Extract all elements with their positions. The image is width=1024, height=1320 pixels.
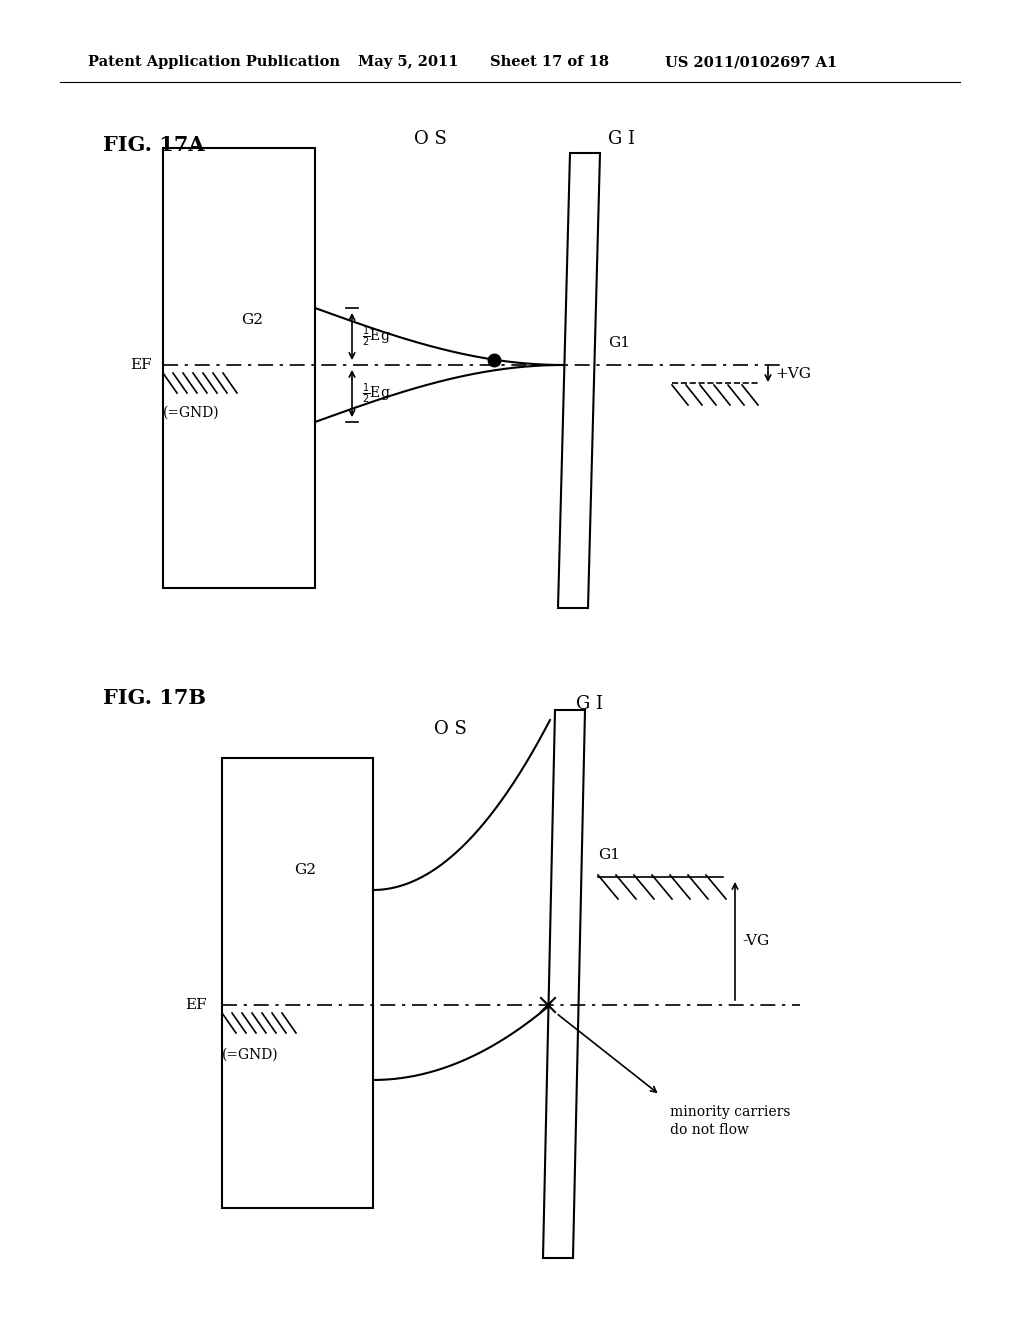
Text: G2: G2 [241,313,263,327]
Text: May 5, 2011: May 5, 2011 [358,55,459,69]
Text: G I: G I [608,129,636,148]
Text: minority carriers: minority carriers [670,1105,791,1119]
Text: Sheet 17 of 18: Sheet 17 of 18 [490,55,609,69]
Text: (=GND): (=GND) [222,1048,279,1063]
Text: EF: EF [130,358,152,372]
Text: G1: G1 [608,337,630,350]
Text: G2: G2 [294,863,316,876]
Text: $\frac{1}{2}$Eg: $\frac{1}{2}$Eg [362,381,390,405]
Text: do not flow: do not flow [670,1123,749,1137]
Text: FIG. 17A: FIG. 17A [103,135,205,154]
Text: $\frac{1}{2}$Eg: $\frac{1}{2}$Eg [362,325,390,348]
Text: O S: O S [433,719,467,738]
Text: O S: O S [414,129,446,148]
Text: EF: EF [185,998,207,1012]
Text: -VG: -VG [742,935,769,948]
Text: G1: G1 [598,847,620,862]
Text: Patent Application Publication: Patent Application Publication [88,55,340,69]
Text: +VG: +VG [775,367,811,381]
Text: US 2011/0102697 A1: US 2011/0102697 A1 [665,55,838,69]
Text: (=GND): (=GND) [163,407,219,420]
Text: G I: G I [577,696,603,713]
Text: FIG. 17B: FIG. 17B [103,688,206,708]
